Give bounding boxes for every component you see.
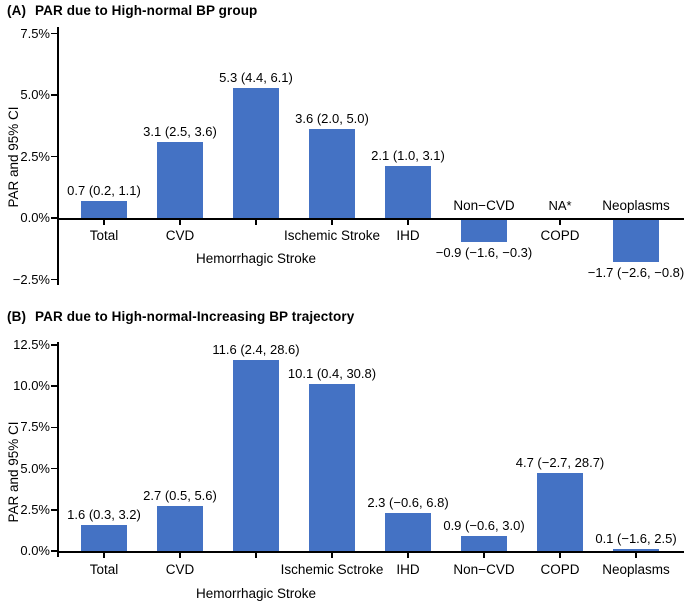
value-label-hemorrhagic-stroke: 5.3 (4.4, 6.1) — [219, 70, 293, 85]
y-tick-mark — [51, 550, 57, 552]
x-tick-mark — [331, 553, 333, 558]
bar-neoplasms — [613, 549, 659, 551]
value-label-neoplasms: 0.1 (−1.6, 2.5) — [595, 531, 677, 546]
value-label-hemorrhagic-stroke: 11.6 (2.4, 28.6) — [212, 342, 300, 357]
bar-ihd — [385, 166, 431, 218]
bar-copd — [537, 473, 583, 551]
x-tick-mark — [407, 553, 409, 558]
category-label-neoplasms: Neoplasms — [602, 562, 670, 577]
category-label-hemorrhagic-stroke: Hemorrhagic Stroke — [195, 586, 317, 601]
x-tick-mark — [331, 220, 333, 225]
bar-cvd — [157, 142, 203, 218]
bar-neoplasms — [613, 220, 659, 262]
value-label-ihd: 2.3 (−0.6, 6.8) — [367, 495, 449, 510]
category-label-ihd: IHD — [396, 562, 420, 577]
category-label-total: Total — [89, 228, 119, 243]
value-label-total: 0.7 (0.2, 1.1) — [67, 183, 141, 198]
category-label-total: Total — [89, 562, 119, 577]
y-tick-mark — [51, 278, 57, 281]
value-label-copd: NA* — [548, 198, 572, 213]
bar-total — [81, 525, 127, 551]
bar-ihd — [385, 513, 431, 551]
y-tick-mark — [51, 217, 57, 219]
bar-ischemic-stroke — [309, 129, 355, 218]
bar-hemorrhagic-stroke — [233, 88, 279, 218]
panel-a-title: (A) PAR due to High-normal BP group — [7, 3, 257, 18]
panel-a-label: (A) — [7, 3, 27, 18]
y-tick-label: 10.0% — [13, 378, 50, 394]
y-tick-label: 12.5% — [13, 336, 50, 352]
y-tick-label: 2.5% — [20, 501, 50, 517]
y-tick-label: 2.5% — [20, 148, 50, 164]
value-label-copd: 4.7 (−2.7, 28.7) — [515, 455, 605, 470]
bar-ischemic-sctroke — [309, 384, 355, 551]
y-tick-label: 5.0% — [20, 87, 50, 102]
y-axis-line — [57, 27, 59, 285]
value-label-non-cvd: −0.9 (−1.6, −0.3) — [435, 245, 533, 260]
x-axis-line — [57, 218, 684, 220]
y-tick-label: 7.5% — [20, 25, 50, 41]
value-label-cvd: 2.7 (0.5, 5.6) — [143, 488, 217, 503]
x-tick-mark — [483, 553, 485, 558]
category-label-cvd: CVD — [165, 228, 195, 243]
value-label-neoplasms: −1.7 (−2.6, −0.8) — [587, 265, 685, 280]
y-tick-mark — [51, 32, 57, 35]
panel-b: (B) PAR due to High-normal-Increasing BP… — [0, 302, 685, 602]
bar-cvd — [157, 506, 203, 551]
category-label-neoplasms: Neoplasms — [602, 198, 670, 213]
bar-hemorrhagic-stroke — [233, 360, 279, 551]
y-tick-mark — [51, 155, 57, 158]
category-label-ischemic-stroke: Ischemic Stroke — [283, 228, 381, 243]
panel-b-plot-area: 12.5% 10.0% 7.5% 5.0% 2.5% 0.0% 1.6 (0.3, 3.2)… — [0, 302, 685, 602]
category-label-non-cvd: Non−CVD — [453, 198, 515, 213]
y-tick-label: 0.0% — [20, 210, 50, 225]
x-tick-mark — [255, 220, 257, 225]
panel-b-title: (B) PAR due to High-normal-Increasing BP… — [7, 309, 354, 324]
y-tick-label: 0.0% — [20, 543, 50, 558]
x-tick-mark — [255, 553, 257, 558]
panel-a-plot-area: 7.5% 5.0% 2.5% 0.0% −2.5% 0.7 (0.2, 1.1) Total… — [0, 0, 685, 300]
x-tick-mark — [103, 553, 105, 558]
category-label-hemorrhagic-stroke: Hemorrhagic Stroke — [195, 251, 317, 266]
category-label-non-cvd: Non−CVD — [453, 562, 515, 577]
panel-a-title-text: PAR due to High-normal BP group — [35, 3, 258, 18]
category-label-ischemic-sctroke: Ischemic Sctroke — [280, 562, 384, 577]
x-tick-mark — [559, 553, 561, 558]
x-tick-mark — [559, 220, 561, 225]
category-label-ihd: IHD — [396, 228, 420, 243]
panel-b-title-text: PAR due to High-normal-Increasing BP tra… — [35, 309, 355, 324]
y-tick-label: 7.5% — [20, 419, 50, 435]
y-tick-mark — [51, 344, 57, 346]
y-tick-mark — [51, 508, 57, 511]
bar-total — [81, 201, 127, 218]
y-tick-mark — [51, 426, 57, 429]
y-tick-label: 5.0% — [20, 460, 50, 476]
bar-non-cvd — [461, 220, 507, 242]
category-label-cvd: CVD — [165, 562, 195, 577]
y-axis-line — [57, 342, 59, 557]
value-label-ischemic-sctroke: 10.1 (0.4, 30.8) — [287, 366, 377, 381]
value-label-cvd: 3.1 (2.5, 3.6) — [143, 124, 217, 139]
panel-b-label: (B) — [7, 309, 27, 324]
bar-non-cvd — [461, 536, 507, 551]
value-label-non-cvd: 0.9 (−0.6, 3.0) — [443, 518, 525, 533]
x-axis-line — [57, 551, 684, 553]
y-tick-mark — [51, 385, 57, 387]
value-label-ischemic-stroke: 3.6 (2.0, 5.0) — [295, 111, 369, 126]
x-tick-mark — [179, 220, 181, 225]
category-label-copd: COPD — [540, 228, 580, 243]
category-label-copd: COPD — [540, 562, 580, 577]
y-tick-label: −2.5% — [12, 271, 50, 287]
x-tick-mark — [635, 553, 637, 558]
value-label-ihd: 2.1 (1.0, 3.1) — [371, 148, 445, 163]
y-tick-mark — [51, 94, 57, 96]
value-label-total: 1.6 (0.3, 3.2) — [67, 507, 141, 522]
y-tick-mark — [51, 467, 57, 470]
x-tick-mark — [407, 220, 409, 225]
panel-a: (A) PAR due to High-normal BP group PAR … — [0, 0, 685, 300]
x-tick-mark — [179, 553, 181, 558]
x-tick-mark — [103, 220, 105, 225]
